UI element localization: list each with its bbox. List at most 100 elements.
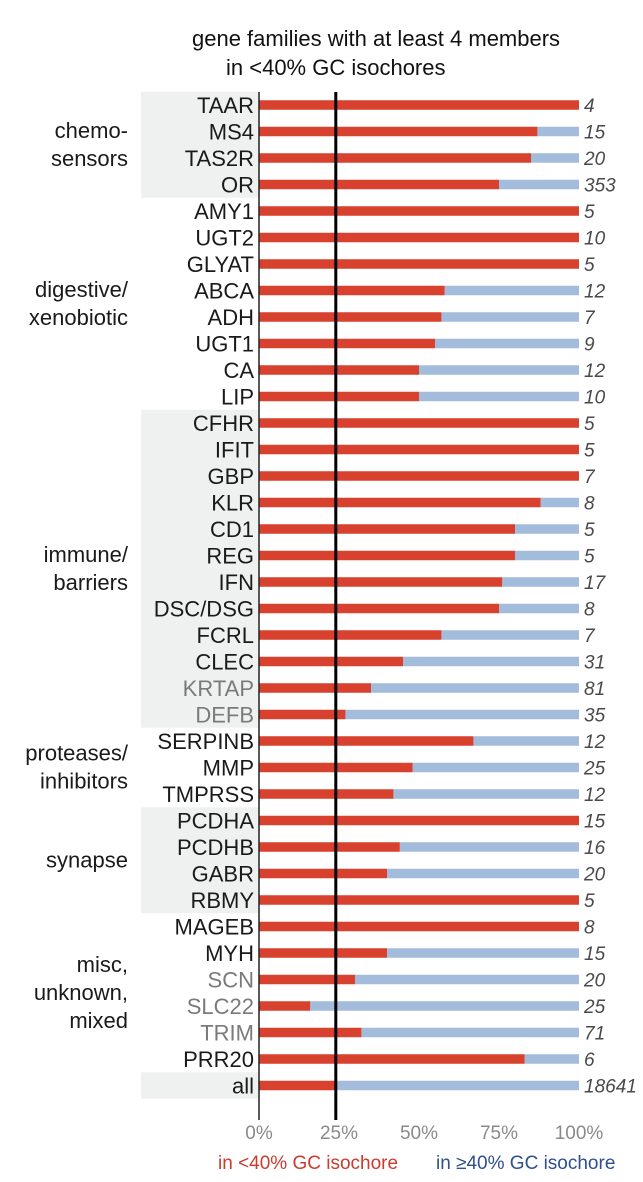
member-count: 9 [584, 335, 595, 356]
row-label: IFN [219, 570, 254, 595]
member-count: 15 [584, 812, 606, 833]
row-label: TRIM [200, 1021, 254, 1046]
bar-high-gc [537, 126, 579, 137]
bar-high-gc [515, 524, 579, 534]
bar-high-gc [393, 789, 579, 799]
row-label: PRR20 [183, 1047, 254, 1072]
member-count: 81 [584, 679, 605, 700]
bar-high-gc [531, 153, 579, 163]
group-label: chemo- [55, 118, 128, 143]
row-label: GLYAT [187, 252, 254, 277]
row-label: PCDHA [177, 809, 254, 834]
row-label: IFIT [215, 438, 254, 463]
row-label: UGT2 [195, 226, 254, 251]
group-label: immune/ [44, 542, 129, 567]
member-count: 15 [584, 944, 606, 965]
row-label: GABR [192, 862, 254, 887]
row-label: AMY1 [194, 199, 254, 224]
bar-low-gc [259, 312, 442, 322]
bar-high-gc [502, 577, 579, 587]
x-tick-label: 75% [480, 1123, 518, 1144]
bar-low-gc [259, 630, 442, 640]
chart-title: gene families with at least 4 members [192, 26, 561, 51]
bar-high-gc [524, 1054, 579, 1064]
bar-low-gc [259, 444, 579, 455]
bar-high-gc [345, 709, 579, 720]
member-count: 5 [584, 441, 595, 462]
group-band-6 [141, 1072, 259, 1099]
group-label: inhibitors [40, 769, 128, 794]
member-count: 5 [584, 547, 595, 568]
bar-low-gc [259, 259, 579, 269]
bar-low-gc [259, 1054, 525, 1064]
row-label: CLEC [195, 650, 254, 675]
member-count: 71 [584, 1024, 605, 1045]
member-count: 5 [584, 414, 595, 435]
bar-high-gc [310, 1001, 579, 1011]
bar-high-gc [441, 312, 579, 322]
member-count: 8 [584, 600, 595, 621]
row-label: all [232, 1074, 254, 1099]
row-label: MS4 [209, 120, 254, 145]
group-label: digestive/ [35, 277, 129, 302]
bar-high-gc [540, 497, 579, 508]
bar-low-gc [259, 285, 445, 296]
bar-low-gc [259, 126, 538, 137]
member-count: 12 [584, 282, 606, 303]
group-band-2 [141, 409, 259, 728]
member-count: 7 [584, 626, 596, 647]
member-count: 8 [584, 918, 595, 939]
row-label: FCRL [197, 623, 254, 648]
bar-high-gc [355, 974, 579, 985]
bar-high-gc [412, 762, 579, 773]
bar-high-gc [335, 1080, 579, 1091]
bar-low-gc [259, 974, 355, 985]
member-count: 5 [584, 255, 595, 276]
row-label: MYH [205, 941, 254, 966]
bar-low-gc [259, 365, 419, 375]
member-count: 17 [584, 573, 607, 594]
bar-high-gc [371, 683, 579, 693]
row-label: ADH [208, 305, 254, 330]
row-label: TAAR [197, 93, 254, 118]
group-label: mixed [69, 1008, 128, 1033]
bar-high-gc [387, 868, 579, 879]
bar-high-gc [419, 391, 579, 402]
bar-low-gc [259, 1027, 362, 1038]
bar-low-gc [259, 179, 499, 190]
bar-low-gc [259, 815, 579, 826]
legend-low-gc: in <40% GC isochore [218, 1153, 399, 1174]
bar-low-gc [259, 921, 579, 932]
bar-low-gc [259, 868, 387, 879]
row-label: DSC/DSG [154, 597, 254, 622]
member-count: 20 [583, 971, 606, 992]
row-label: SCN [208, 968, 254, 993]
bar-low-gc [259, 232, 579, 243]
member-count: 10 [584, 388, 606, 409]
bar-low-gc [259, 153, 531, 163]
member-count: 5 [584, 891, 595, 912]
member-count: 6 [584, 1050, 595, 1071]
member-count: 5 [584, 520, 595, 541]
group-label: barriers [53, 570, 128, 595]
row-label: ABCA [194, 279, 254, 304]
row-label: RBMY [190, 888, 254, 913]
member-count: 4 [584, 96, 595, 117]
bar-high-gc [361, 1027, 579, 1038]
legend-high-gc: in ≥40% GC isochore [436, 1153, 616, 1174]
bar-low-gc [259, 789, 394, 799]
row-label: KRTAP [183, 676, 254, 701]
bar-low-gc [259, 842, 400, 852]
bar-high-gc [515, 550, 579, 561]
member-count: 12 [584, 361, 606, 382]
row-label: SLC22 [187, 994, 254, 1019]
bar-high-gc [441, 630, 579, 640]
row-label: CD1 [210, 517, 254, 542]
bar-low-gc [259, 471, 579, 481]
member-count: 10 [584, 229, 606, 250]
member-count: 7 [584, 308, 596, 329]
row-label: CA [223, 358, 254, 383]
bar-high-gc [435, 338, 579, 349]
row-label: REG [206, 544, 254, 569]
member-count: 12 [584, 732, 606, 753]
